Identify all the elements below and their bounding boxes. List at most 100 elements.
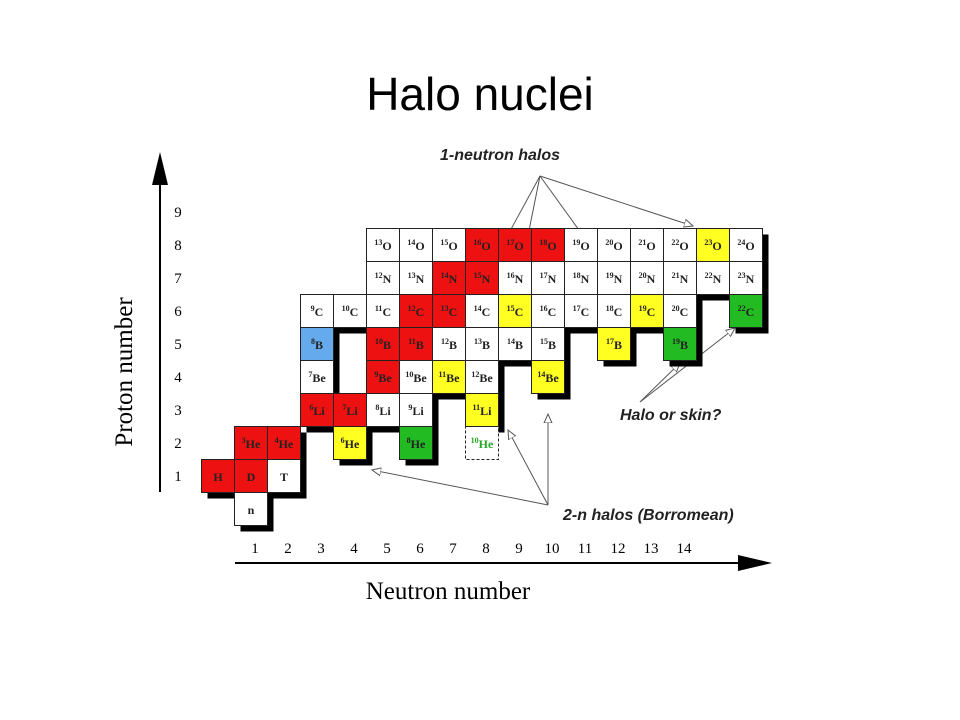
nuclide-label: 15C <box>507 304 524 319</box>
nuclide-label: H <box>213 470 223 484</box>
element-symbol: C <box>416 305 425 319</box>
element-symbol: O <box>712 239 721 253</box>
mass-number: 12 <box>471 370 479 379</box>
element-symbol: O <box>646 239 655 253</box>
element-symbol: He <box>479 437 494 451</box>
y-tick-label: 8 <box>174 238 182 254</box>
mass-number: 9 <box>374 370 378 379</box>
nuclide-label: 21N <box>672 271 689 286</box>
nuclide-label: 9Li <box>408 403 424 418</box>
y-tick-label: 7 <box>174 271 182 287</box>
nuclide-label: 11Li <box>473 403 493 418</box>
x-tick-label: 6 <box>416 541 424 557</box>
annotation: 2-n halos (Borromean) <box>562 507 734 524</box>
nuclide-label: 20O <box>605 238 622 253</box>
mass-number: 11 <box>408 337 416 346</box>
mass-number: 13 <box>441 304 449 313</box>
nuclide-label: 12N <box>375 271 392 286</box>
mass-number: 22 <box>705 271 713 280</box>
mass-number: 18 <box>573 271 581 280</box>
mass-number: 8 <box>375 403 379 412</box>
element-symbol: He <box>411 437 426 451</box>
element-symbol: Li <box>346 404 358 418</box>
mass-number: 3 <box>242 436 246 445</box>
nuclide-cell <box>531 327 565 361</box>
x-tick-label: 14 <box>677 541 693 557</box>
x-tick-label: 9 <box>515 541 523 557</box>
element-symbol: H <box>213 470 223 484</box>
y-tick-label: 3 <box>174 403 182 419</box>
nuclide-label: 20C <box>672 304 689 319</box>
nuclide-label: 23N <box>738 271 755 286</box>
nuclide-label: 16N <box>507 271 524 286</box>
nuclide-label: 4He <box>275 436 294 451</box>
mass-number: 21 <box>638 238 646 247</box>
element-symbol: T <box>280 470 288 484</box>
nuclide-label: 18N <box>573 271 590 286</box>
element-symbol: C <box>449 305 458 319</box>
element-symbol: Be <box>378 371 392 385</box>
mass-number: 20 <box>639 271 647 280</box>
element-symbol: Li <box>412 404 424 418</box>
nuclide-label: 10C <box>342 304 359 319</box>
nuclide-label: 12B <box>441 337 457 352</box>
nuclide-label: 6Li <box>309 403 325 418</box>
element-symbol: N <box>581 272 590 286</box>
nuclide-label: D <box>247 470 256 484</box>
nuclide-label: 19C <box>639 304 656 319</box>
mass-number: 18 <box>539 238 547 247</box>
x-tick-label: 10 <box>545 541 560 557</box>
mass-number: 12 <box>375 271 383 280</box>
element-symbol: N <box>647 272 656 286</box>
nuclide-label: 7Li <box>342 403 358 418</box>
element-symbol: N <box>383 272 392 286</box>
y-tick-label: 5 <box>174 337 182 353</box>
element-symbol: D <box>247 470 256 484</box>
element-symbol: Li <box>379 404 391 418</box>
y-tick-label: 4 <box>174 370 182 386</box>
nuclide-label: 13N <box>408 271 425 286</box>
mass-number: 9 <box>311 304 315 313</box>
y-tick-label: 9 <box>174 205 182 221</box>
nuclide-cell <box>399 327 433 361</box>
nuclide-label: 18O <box>539 238 556 253</box>
mass-number: 19 <box>606 271 614 280</box>
element-symbol: N <box>713 272 722 286</box>
nuclide-cell <box>564 294 598 328</box>
nuclide-label: 11B <box>408 337 424 352</box>
mass-number: 16 <box>473 238 481 247</box>
nuclide-label: 19O <box>572 238 589 253</box>
mass-number: 9 <box>408 403 412 412</box>
mass-number: 22 <box>671 238 679 247</box>
mass-number: 22 <box>738 304 746 313</box>
mass-number: 17 <box>606 337 614 346</box>
element-symbol: n <box>248 503 255 517</box>
mass-number: 6 <box>309 403 313 412</box>
annotation: Halo or skin? <box>620 407 722 424</box>
element-symbol: Li <box>313 404 325 418</box>
nuclide-label: 7Be <box>308 370 326 385</box>
x-tick-label: 11 <box>578 541 592 557</box>
element-symbol: C <box>581 305 590 319</box>
x-tick-label: 7 <box>449 541 457 557</box>
element-symbol: B <box>515 338 523 352</box>
nuclide-cell <box>729 294 763 328</box>
mass-number: 20 <box>672 304 680 313</box>
element-symbol: O <box>415 239 424 253</box>
nuclide-label: 15N <box>474 271 491 286</box>
nuclide-label: 3He <box>242 436 261 451</box>
nuclide-label: 20N <box>639 271 656 286</box>
mass-number: 14 <box>537 370 545 379</box>
nuclide-label: 18C <box>606 304 623 319</box>
element-symbol: C <box>746 305 755 319</box>
nuclide-label: 12C <box>408 304 425 319</box>
element-symbol: B <box>315 338 323 352</box>
mass-number: 23 <box>704 238 712 247</box>
nuclide-cell <box>300 294 334 328</box>
element-symbol: Be <box>479 371 493 385</box>
element-symbol: O <box>382 239 391 253</box>
mass-number: 15 <box>440 238 448 247</box>
nuclide-label: 10He <box>471 436 494 451</box>
element-symbol: N <box>746 272 755 286</box>
element-symbol: B <box>548 338 556 352</box>
